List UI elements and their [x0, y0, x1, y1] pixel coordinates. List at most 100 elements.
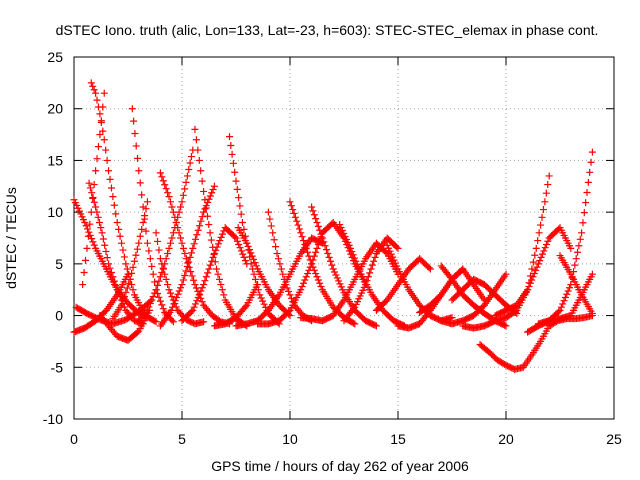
data-point-marker [92, 89, 100, 97]
data-point-marker [572, 255, 580, 263]
data-point-marker [119, 246, 127, 254]
data-point-marker [189, 244, 197, 252]
data-point-marker [325, 253, 333, 261]
data-point-marker [187, 268, 195, 276]
data-point-marker [448, 314, 456, 322]
data-point-marker [168, 293, 176, 301]
data-point-marker [90, 241, 98, 249]
data-point-marker [567, 244, 575, 252]
data-point-marker [98, 229, 106, 237]
data-point-marker [544, 181, 552, 189]
data-point-marker [177, 203, 185, 211]
x-tick-label: 0 [70, 431, 78, 447]
data-point-marker [118, 239, 126, 247]
data-point-marker [306, 263, 314, 271]
data-point-marker [243, 239, 251, 247]
data-point-marker [541, 244, 549, 252]
data-point-marker [328, 261, 336, 269]
data-point-marker [132, 142, 140, 150]
data-point-marker [94, 143, 102, 151]
x-tick-labels: 0 5 10 15 20 25 [70, 431, 622, 447]
data-point-marker [133, 245, 141, 253]
x-tick-label: 25 [606, 431, 622, 447]
data-point-marker [178, 198, 186, 206]
data-point-marker [531, 251, 539, 259]
data-point-marker [349, 305, 357, 313]
data-point-marker [289, 206, 297, 214]
data-point-marker [154, 237, 162, 245]
data-point-marker [250, 255, 258, 263]
data-point-marker [173, 293, 181, 301]
data-point-marker [574, 248, 582, 256]
data-point-marker [198, 213, 206, 221]
data-point-marker [324, 250, 332, 258]
data-point-marker [352, 257, 360, 265]
data-point-marker [174, 290, 182, 298]
data-point-marker [370, 257, 378, 265]
data-point-marker [561, 293, 569, 301]
data-point-marker [162, 275, 170, 283]
data-point-marker [541, 198, 549, 206]
data-point-marker [382, 248, 390, 256]
data-point-marker [537, 253, 545, 261]
data-point-marker [298, 282, 306, 290]
x-tick-label: 20 [498, 431, 514, 447]
data-point-marker [143, 306, 151, 314]
data-point-marker [187, 153, 195, 161]
data-point-marker [182, 267, 190, 275]
data-point-marker [387, 250, 395, 258]
data-point-marker [201, 277, 209, 285]
data-point-marker [181, 185, 189, 193]
data-point-marker [298, 233, 306, 241]
data-point-marker [336, 221, 344, 229]
data-point-marker [161, 181, 169, 189]
x-tick-label: 15 [390, 431, 406, 447]
data-point-marker [151, 317, 159, 325]
chart-title: dSTEC Iono. truth (alic, Lon=133, Lat=-2… [56, 22, 599, 38]
data-point-marker [207, 236, 215, 244]
data-point-marker [564, 287, 572, 295]
data-point-marker [538, 250, 546, 258]
data-point-marker [560, 297, 568, 305]
data-point-marker [285, 287, 293, 295]
data-point-marker [533, 263, 541, 271]
data-point-marker [152, 286, 160, 294]
data-point-marker [260, 300, 268, 308]
data-point-marker [267, 222, 275, 230]
data-point-marker [120, 253, 128, 261]
data-point-marker [301, 240, 309, 248]
data-point-marker [209, 253, 217, 261]
data-point-marker [155, 293, 163, 301]
data-point-marker [102, 146, 110, 154]
data-series-pass [70, 270, 132, 336]
data-point-marker [185, 258, 193, 266]
data-point-marker [537, 221, 545, 229]
data-point-marker [308, 203, 316, 211]
data-point-marker [345, 241, 353, 249]
data-point-marker [238, 218, 246, 226]
data-point-marker [148, 262, 156, 270]
data-point-marker [193, 297, 201, 305]
data-point-marker [257, 294, 265, 302]
data-point-marker [105, 260, 113, 268]
x-tick-label: 5 [178, 431, 186, 447]
data-point-marker [95, 218, 103, 226]
x-axis-label: GPS time / hours of day 262 of year 2006 [211, 458, 469, 474]
y-tick-label: 20 [47, 101, 63, 117]
data-point-marker [587, 158, 595, 166]
data-point-marker [164, 250, 172, 258]
data-point-marker [528, 265, 536, 273]
data-point-marker [109, 273, 117, 281]
data-point-marker [112, 281, 120, 289]
data-point-marker [198, 284, 206, 292]
data-series-pass [178, 224, 251, 325]
data-point-marker [543, 240, 550, 248]
data-point-marker [123, 284, 131, 292]
data-point-marker [353, 261, 361, 269]
data-point-marker [195, 156, 203, 164]
data-point-marker [186, 253, 194, 261]
data-point-marker [133, 328, 141, 336]
data-point-marker [219, 230, 226, 238]
data-point-marker [159, 264, 167, 272]
data-point-marker [106, 175, 114, 183]
